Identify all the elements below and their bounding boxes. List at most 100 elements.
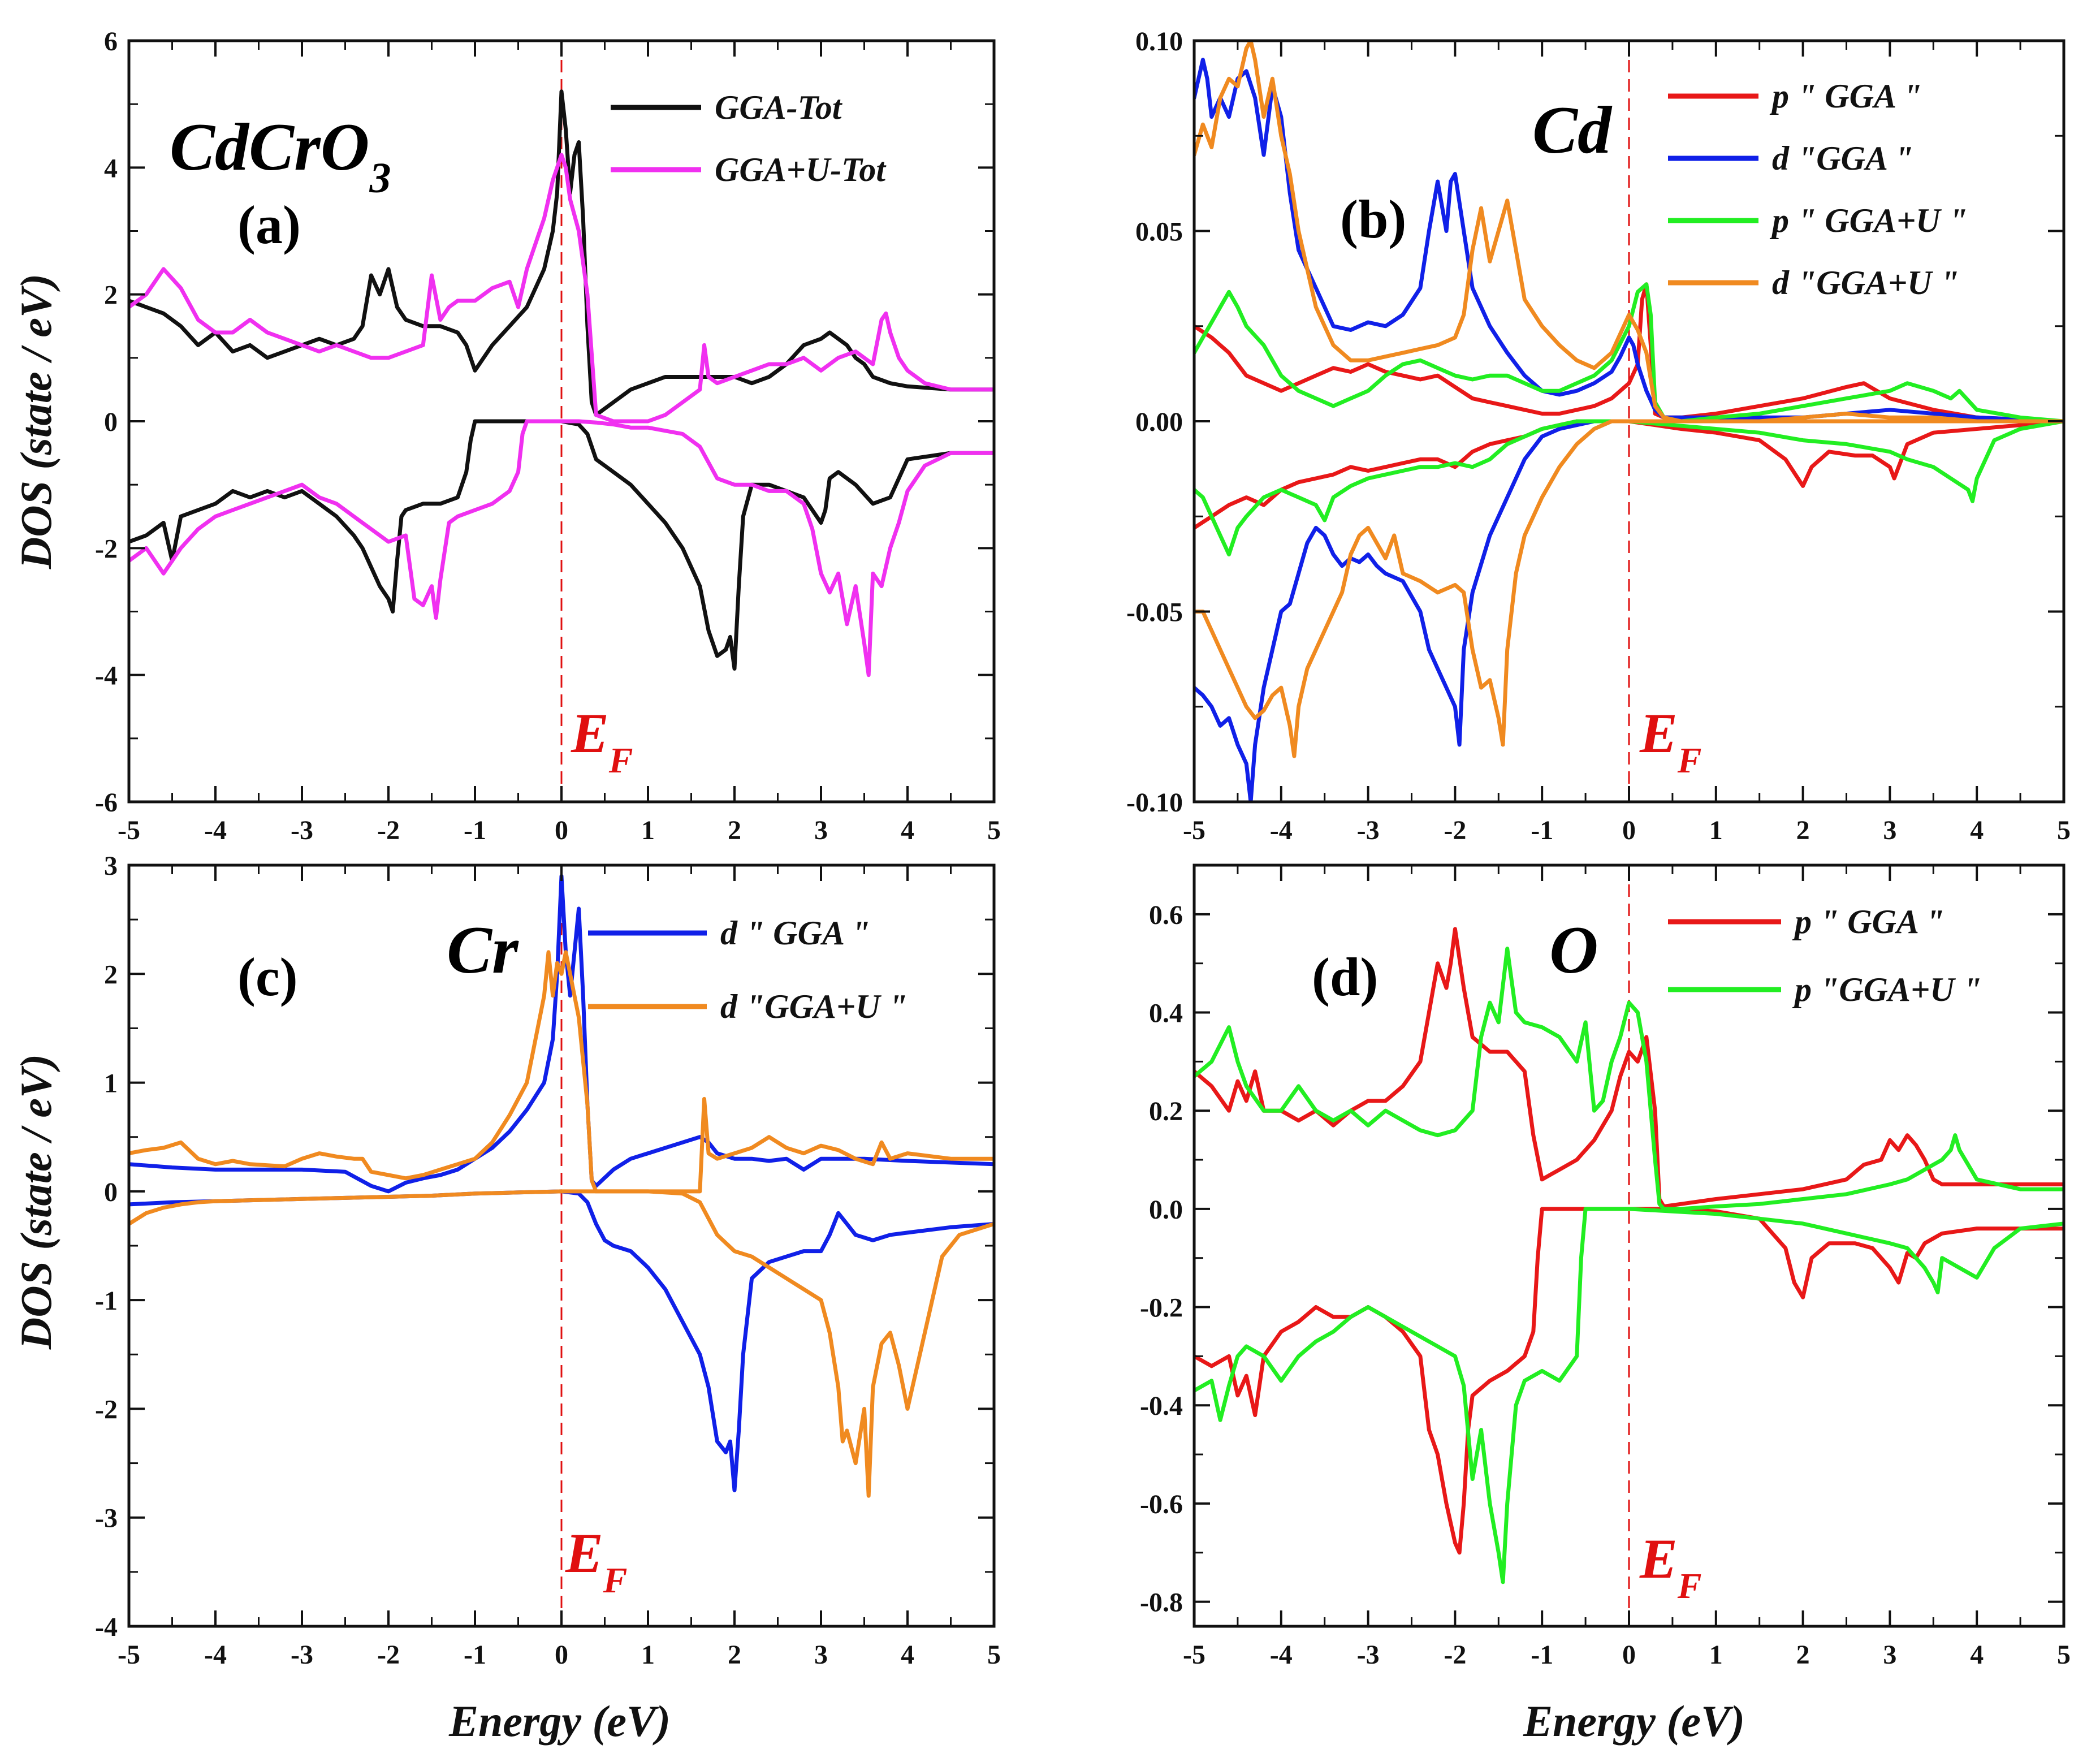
panel-b-legend-label: d "GGA ": [1772, 140, 1913, 177]
panel-d-xtick-label: 3: [1883, 1640, 1896, 1670]
panel-c-ytick-label: -2: [95, 1394, 118, 1424]
panel-a-xtick-label: 3: [814, 815, 828, 845]
panel-d-fermi-subscript: F: [1677, 1566, 1702, 1606]
panel-b-xtick-label: 5: [2057, 815, 2071, 845]
panel-c-series-group: [129, 874, 994, 1498]
y-axis-title-top: DOS (state / eV): [11, 274, 61, 569]
panel-b-legend-label: p " GGA+U ": [1769, 202, 1968, 239]
panel-c-title: Cr: [447, 912, 519, 987]
panel-c-ytick-label: -4: [95, 1612, 118, 1642]
panel-a-series-gga-u-tot-up: [129, 153, 994, 424]
panel-d-letter-label: (d): [1312, 947, 1378, 1007]
panel-b-xtick-label: -4: [1270, 815, 1293, 845]
panel-a-ytick-label: 2: [104, 280, 118, 310]
panel-c-ytick-label: -3: [95, 1504, 118, 1534]
panel-a-xtick-label: -1: [464, 815, 486, 845]
panel-a-xtick-label: 0: [555, 815, 568, 845]
panel-a-ytick-label: 4: [104, 153, 118, 183]
panel-d-xtick-label: -1: [1531, 1640, 1553, 1670]
panel-a-series-gga-tot-up: [129, 89, 994, 417]
panel-b-series-group: [1194, 41, 2064, 802]
panel-a-xtick-label: 5: [987, 815, 1001, 845]
panel-c-ytick-label: 2: [104, 960, 118, 990]
panel-c-fermi-subscript: F: [603, 1560, 628, 1600]
panel-c-ytick-label: 3: [104, 851, 118, 881]
panel-a-ytick-label: 0: [104, 407, 118, 437]
panel-b-ytick-label: 0.00: [1135, 407, 1183, 437]
panel-b-xtick-label: 3: [1883, 815, 1896, 845]
panel-c-xtick-label: 3: [814, 1640, 828, 1670]
panel-b-title: Cd: [1532, 92, 1613, 167]
panel-c-xtick-label: -1: [464, 1640, 486, 1670]
panel-d-ytick-label: 0.6: [1149, 900, 1183, 930]
panel-d-ytick-label: -0.2: [1140, 1293, 1183, 1323]
panel-c-xtick-label: -5: [118, 1640, 140, 1670]
panel-b-xtick-label: 4: [1970, 815, 1984, 845]
panel-b-xtick-label: -5: [1183, 815, 1205, 845]
panel-d-xtick-label: 2: [1796, 1640, 1810, 1670]
panel-b-ytick-label: -0.10: [1126, 788, 1183, 818]
panel-c-series-d-gga-up: [129, 874, 994, 1194]
panel-c-xtick-label: -4: [204, 1640, 227, 1670]
panel-d-xtick-label: 4: [1970, 1640, 1984, 1670]
panel-a-series-group: [129, 89, 994, 677]
panel-a-xtick-label: 2: [728, 815, 741, 845]
panel-c-xtick-label: 1: [641, 1640, 655, 1670]
panel-b-cd-dos: -5 -4 -3 -2 -1 0 1 2 3 4 5 -0.10 -0.05 0.00 0.05 0.10 p …: [1126, 27, 2071, 845]
panel-d-ytick-label: -0.6: [1140, 1489, 1183, 1519]
x-axis-title-left: Energy (eV): [448, 1696, 671, 1746]
panel-b-series-p-gga-up: [1194, 282, 2064, 424]
panel-a-xtick-label: -4: [204, 815, 227, 845]
panel-b-legend-label: p " GGA ": [1769, 77, 1922, 115]
panel-d-xtick-label: -4: [1270, 1640, 1293, 1670]
panel-b-xtick-label: 1: [1709, 815, 1723, 845]
panel-b-ytick-label: 0.10: [1135, 27, 1183, 57]
panel-a-series-gga-u-tot-down: [129, 419, 994, 677]
panel-c-series-d-gga-u-up: [129, 950, 994, 1194]
panel-d-xtick-label: 1: [1709, 1640, 1723, 1670]
panel-a-xtick-label: -3: [291, 815, 313, 845]
panel-a-ytick-label: -4: [95, 661, 118, 691]
panel-c-xtick-label: 5: [987, 1640, 1001, 1670]
panel-c-ytick-label: 1: [104, 1069, 118, 1099]
panel-d-ytick-label: -0.4: [1140, 1391, 1183, 1421]
x-axis-title-right: Energy (eV): [1523, 1696, 1745, 1746]
panel-d-ytick-label: -0.8: [1140, 1588, 1183, 1618]
panel-b-series-p-gga-u-down: [1194, 419, 2064, 556]
panel-a-ytick-label: -2: [95, 534, 118, 564]
panel-d-xtick-label: -5: [1183, 1640, 1205, 1670]
panel-d-series-p-gga-up: [1194, 927, 2064, 1208]
panel-b-xtick-label: 2: [1796, 815, 1810, 845]
panel-b-series-p-gga-u-up: [1194, 282, 2064, 424]
panel-d-series-p-gga-u-down: [1194, 1207, 2064, 1584]
panel-d-xtick-label: -2: [1444, 1640, 1466, 1670]
panel-a-xtick-label: 4: [901, 815, 914, 845]
panel-d-ytick-label: 0.4: [1149, 999, 1183, 1029]
panel-b-series-d-gga-u-up: [1194, 41, 2064, 424]
panel-d-series-group: [1194, 927, 2064, 1584]
panel-d-xtick-label: 5: [2057, 1640, 2071, 1670]
panel-c-ytick-label: -1: [95, 1286, 118, 1316]
panel-d-legend-label: p "GGA+U ": [1792, 971, 1982, 1008]
panel-a-xtick-label: 1: [641, 815, 655, 845]
panel-c-legend-label: d "GGA+U ": [720, 988, 908, 1025]
panel-c-ytick-label: 0: [104, 1177, 118, 1207]
panel-b-fermi-subscript: F: [1677, 740, 1702, 780]
panel-d-series-p-gga-u-up: [1194, 947, 2064, 1211]
panel-c-xtick-label: -2: [377, 1640, 400, 1670]
panel-b-ytick-label: 0.05: [1135, 217, 1183, 247]
panel-d-ytick-label: 0.2: [1149, 1096, 1183, 1126]
panel-d-title: O: [1549, 912, 1598, 987]
panel-a-legend-label: GGA-Tot: [715, 89, 843, 126]
panel-c-xtick-label: 2: [728, 1640, 741, 1670]
panel-b-series-d-gga-u-down: [1194, 419, 2064, 758]
panel-d-legend-label: p " GGA ": [1792, 903, 1945, 940]
panel-d-xtick-label: -3: [1357, 1640, 1380, 1670]
panel-b-legend-label: d "GGA+U ": [1772, 264, 1959, 301]
panel-b-xtick-label: -3: [1357, 815, 1380, 845]
panel-c-legend-label: d " GGA ": [720, 914, 870, 952]
panel-b-xtick-label: -1: [1531, 815, 1553, 845]
